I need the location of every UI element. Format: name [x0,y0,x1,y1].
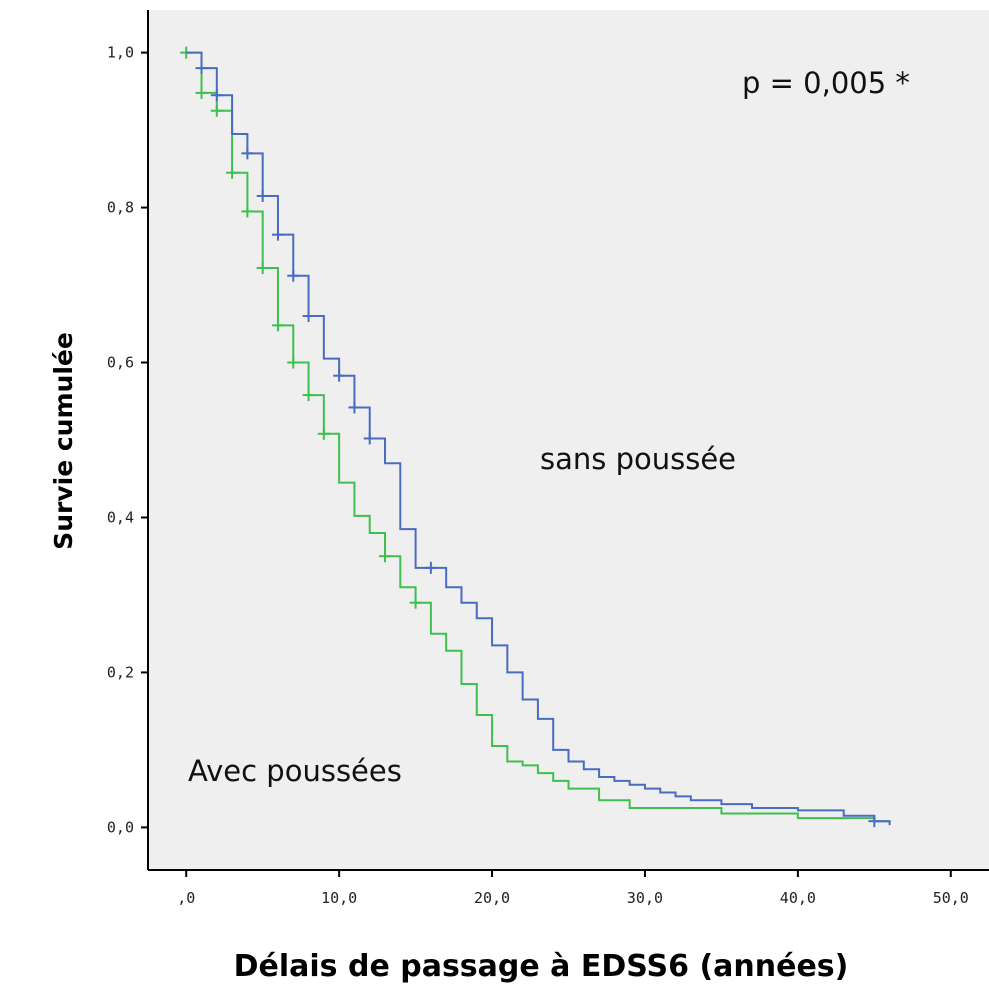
censor-mark [424,561,437,574]
censor-mark [317,427,330,440]
censor-mark [210,104,223,117]
censor-mark [302,389,315,402]
y-tick-label: 1,0 [107,44,134,62]
annotation-p-value: p = 0,005 * [742,66,910,100]
censor-mark [271,228,284,241]
censor-mark [256,262,269,274]
y-tick-label: 0,2 [107,663,134,681]
x-tick-label: 10,0 [321,889,357,907]
censor-mark [409,596,422,609]
annotation-avec-poussees: Avec poussées [188,754,402,788]
censor-mark [348,401,361,414]
censor-mark [287,356,300,369]
y-axis-label: Survie cumulée [49,332,78,550]
censor-mark [271,319,284,332]
x-tick-label: 50,0 [933,889,969,907]
x-tick-label: ,0 [177,889,195,907]
censor-mark [302,310,315,323]
annotation-sans-poussee: sans poussée [540,442,736,476]
censor-mark [333,369,346,382]
censor-mark [210,89,223,102]
series-layer [180,46,891,828]
censor-mark [287,269,300,282]
x-axis-label: Délais de passage à EDSS6 (années) [234,949,849,984]
y-tick-label: 0,8 [107,199,134,217]
x-tick-label: 40,0 [780,889,816,907]
x-tick-label: 20,0 [474,889,510,907]
x-tick-label: 30,0 [627,889,663,907]
tick-layer: ,0 10,0 20,0 30,0 40,0 50,0 0,0 0,2 0,4 0,6 0,8 1,0 [107,44,969,907]
y-tick-label: 0,4 [107,508,134,526]
censor-mark [241,147,254,160]
censor-mark [379,550,392,563]
plot-background [148,10,989,870]
survival-curve-1 [186,51,891,826]
censor-mark [195,86,208,99]
censor-mark [256,189,269,202]
censor-mark [226,166,239,179]
censor-mark [868,815,881,828]
y-tick-label: 0,0 [107,818,134,836]
censor-mark [195,62,208,75]
censor-mark [363,432,376,445]
y-tick-label: 0,6 [107,354,134,372]
censor-mark [241,205,254,218]
